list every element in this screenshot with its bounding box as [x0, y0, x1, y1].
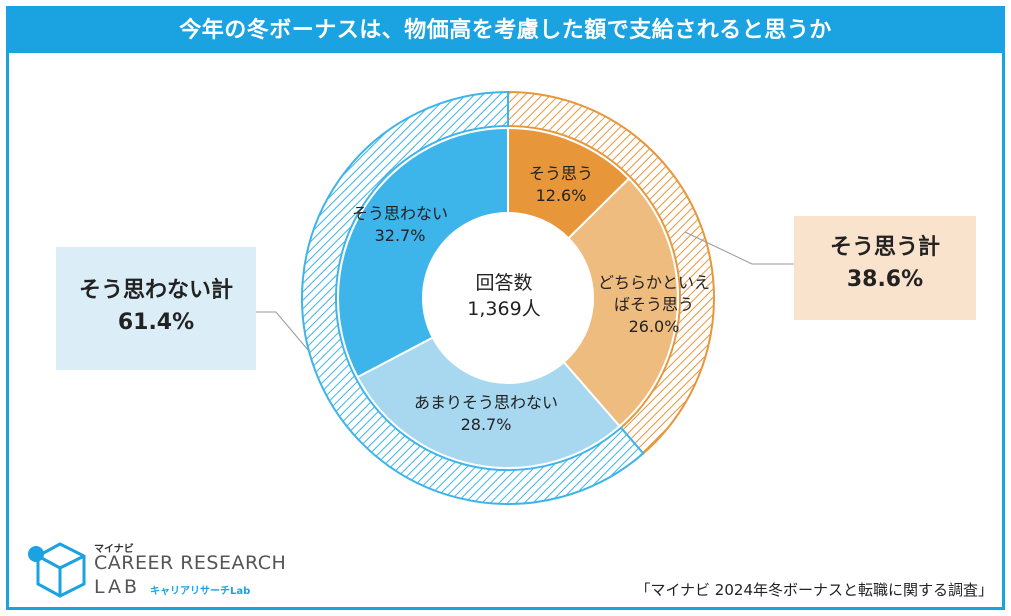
callout-label: そう思わない計	[78, 278, 233, 303]
slice-label-amari: あまりそう思わない 28.7%	[396, 392, 576, 436]
logo-subtitle: キャリアリサーチLab	[150, 586, 251, 597]
center-title: 回答数	[475, 272, 533, 294]
logo-lab: LAB	[94, 576, 141, 598]
slice-value: 28.7%	[460, 415, 512, 434]
slice-value: 26.0%	[628, 317, 680, 336]
source-note: 「マイナビ 2024年冬ボーナスと転職に関する調査」	[635, 581, 993, 599]
logo-cube-icon	[28, 542, 86, 598]
slice-name: そう思う	[528, 164, 593, 183]
callout-sou-omou-total: そう思う計 38.6%	[794, 216, 976, 320]
slice-value: 12.6%	[535, 186, 587, 205]
center-label: 回答数 1,369人	[434, 270, 574, 322]
chart-title: 今年の冬ボーナスは、物価高を考慮した額で支給されると思うか	[9, 9, 1002, 53]
center-count: 1,369人	[467, 298, 541, 320]
callout-omowanai-total: そう思わない計 61.4%	[56, 247, 256, 370]
slice-label-omowanai: そう思わない 32.7%	[330, 203, 470, 247]
slice-name: あまりそう思わない	[413, 393, 558, 412]
callout-label: そう思う計	[829, 235, 940, 260]
slice-label-sou-omou: そう思う 12.6%	[511, 163, 611, 207]
slice-label-dochiraka: どちらかといえ ばそう思う 26.0%	[584, 272, 724, 338]
logo-career-research: CAREER RESEARCH	[94, 552, 287, 574]
donut-hole	[423, 213, 593, 383]
leader-line-left	[256, 311, 309, 351]
callout-value: 38.6%	[846, 267, 924, 292]
slice-name-line2: ばそう思う	[613, 295, 694, 314]
slice-value: 32.7%	[374, 226, 426, 245]
slice-name: そう思わない	[351, 204, 448, 223]
leader-line-right	[684, 231, 794, 265]
callout-value: 61.4%	[117, 310, 195, 335]
group-ring-1	[301, 90, 645, 505]
slice-name-line1: どちらかといえ	[597, 273, 710, 292]
logo-brand-small: マイナビ	[94, 544, 134, 555]
logo: マイナビ CAREER RESEARCH LAB キャリアリサーチLab	[26, 540, 306, 600]
